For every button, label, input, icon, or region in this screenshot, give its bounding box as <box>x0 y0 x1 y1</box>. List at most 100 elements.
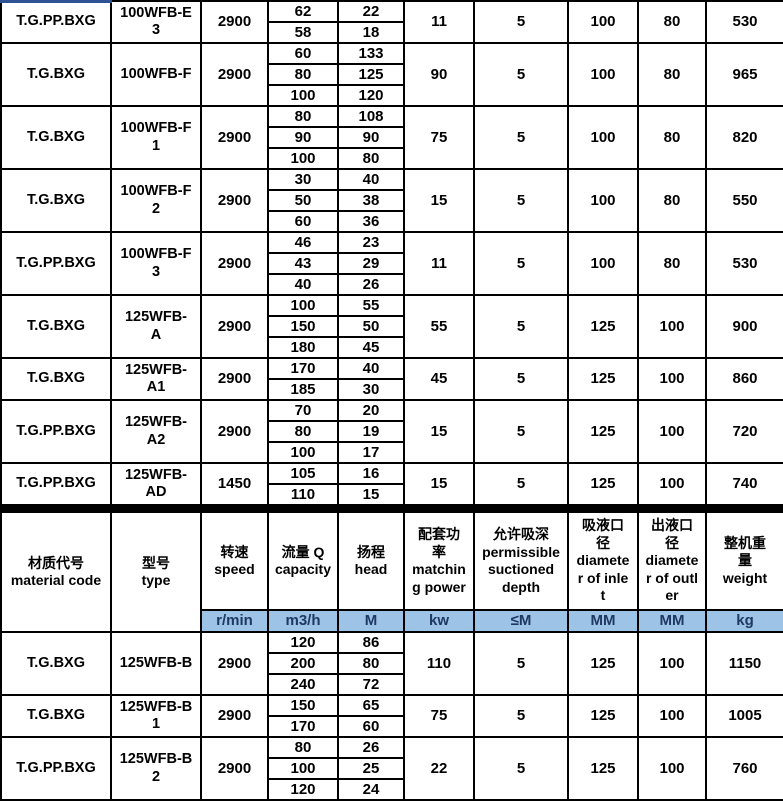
top-section-row: 43 29 <box>1 252 783 275</box>
outlet-diameter-cell: 80 <box>637 231 707 296</box>
flow-capacity-cell: 80 <box>267 105 339 128</box>
head-cell: 80 <box>337 147 405 170</box>
flow-capacity-cell: 100 <box>267 294 339 317</box>
suction-depth-cell: 5 <box>473 399 569 464</box>
top-section-row: 50 38 <box>1 189 783 212</box>
flow-capacity-cell: 58 <box>267 21 339 44</box>
material-code-cell: T.G.PP.BXG <box>0 0 112 44</box>
outlet-diameter-cell: 100 <box>637 694 707 738</box>
model-type-cell: 100WFB-F <box>110 42 202 107</box>
head-cell: 19 <box>337 420 405 443</box>
matching-power-cell: 45 <box>403 357 475 401</box>
head-cell: 30 <box>337 378 405 401</box>
weight-cell: 1005 <box>705 694 783 738</box>
material-code-cell: T.G.BXG <box>0 294 112 359</box>
material-code-cell: T.G.PP.BXG <box>0 399 112 464</box>
unit-label-cell: ≤M <box>473 609 569 633</box>
flow-capacity-cell: 62 <box>267 0 339 23</box>
bottom-section-row: 170 60 <box>1 715 783 738</box>
flow-capacity-cell: 40 <box>267 273 339 296</box>
outlet-diameter-cell: 100 <box>637 294 707 359</box>
material-code-cell: T.G.PP.BXG <box>0 736 112 801</box>
head-cell: 29 <box>337 252 405 275</box>
head-cell: 40 <box>337 357 405 380</box>
column-header-zh: 整机重 量 <box>724 534 766 569</box>
matching-power-cell: 75 <box>403 694 475 738</box>
top-section-row: 185 30 <box>1 378 783 401</box>
speed-cell: 2900 <box>200 631 269 696</box>
column-header-en: head <box>354 561 388 577</box>
flow-capacity-cell: 120 <box>267 778 339 801</box>
column-header-en: speed <box>214 561 255 577</box>
head-cell: 90 <box>337 126 405 149</box>
model-type-cell: 100WFB-F 2 <box>110 168 202 233</box>
head-cell: 18 <box>337 21 405 44</box>
suction-depth-cell: 5 <box>473 294 569 359</box>
material-code-cell: T.G.BXG <box>0 357 112 401</box>
flow-capacity-cell: 100 <box>267 84 339 107</box>
weight-cell: 820 <box>705 105 783 170</box>
weight-cell: 740 <box>705 462 783 506</box>
model-type-cell: 125WFB- A1 <box>110 357 202 401</box>
speed-cell: 2900 <box>200 294 269 359</box>
suction-depth-cell: 5 <box>473 736 569 801</box>
flow-capacity-cell: 30 <box>267 168 339 191</box>
head-cell: 24 <box>337 778 405 801</box>
suction-depth-cell: 5 <box>473 168 569 233</box>
flow-capacity-cell: 100 <box>267 441 339 464</box>
weight-cell: 965 <box>705 42 783 107</box>
outlet-diameter-cell: 100 <box>637 357 707 401</box>
material-code-cell: T.G.BXG <box>0 105 112 170</box>
outlet-diameter-cell: 100 <box>637 462 707 506</box>
inlet-diameter-cell: 100 <box>567 105 639 170</box>
weight-cell: 530 <box>705 0 783 44</box>
material-code-cell: T.G.BXG <box>0 694 112 738</box>
inlet-diameter-cell: 100 <box>567 42 639 107</box>
head-cell: 17 <box>337 441 405 464</box>
flow-capacity-cell: 60 <box>267 42 339 65</box>
speed-cell: 2900 <box>200 694 269 738</box>
unit-label-cell: kw <box>403 609 475 633</box>
outlet-diameter-cell: 100 <box>637 631 707 696</box>
speed-cell: 2900 <box>200 736 269 801</box>
top-section-row: 90 90 <box>1 126 783 149</box>
column-header: 配套功 率 matchin g power <box>403 511 475 611</box>
head-cell: 125 <box>337 63 405 86</box>
inlet-diameter-cell: 100 <box>567 168 639 233</box>
flow-capacity-cell: 170 <box>267 715 339 738</box>
top-section-row: 80 19 <box>1 420 783 443</box>
column-header: 材质代号 material code <box>0 511 112 633</box>
head-cell: 86 <box>337 631 405 654</box>
bottom-section-row: 240 72 <box>1 673 783 696</box>
model-type-cell: 125WFB- A2 <box>110 399 202 464</box>
flow-capacity-cell: 240 <box>267 673 339 696</box>
head-cell: 26 <box>337 736 405 759</box>
outlet-diameter-cell: 100 <box>637 736 707 801</box>
head-cell: 133 <box>337 42 405 65</box>
flow-capacity-cell: 60 <box>267 210 339 233</box>
unit-label-cell: MM <box>637 609 707 633</box>
column-header-zh: 型号 <box>142 554 170 571</box>
head-cell: 60 <box>337 715 405 738</box>
column-header: 出液口 径 diamete r of outl er <box>637 511 707 611</box>
section-divider <box>0 504 783 513</box>
model-type-cell: 125WFB- A <box>110 294 202 359</box>
weight-cell: 760 <box>705 736 783 801</box>
speed-cell: 2900 <box>200 168 269 233</box>
speed-cell: 2900 <box>200 42 269 107</box>
top-section-row: 180 45 <box>1 336 783 359</box>
column-header: 整机重 量 weight <box>705 511 783 611</box>
head-cell: 26 <box>337 273 405 296</box>
column-header-zh: 流量 Q <box>281 543 325 560</box>
speed-cell: 2900 <box>200 105 269 170</box>
head-cell: 23 <box>337 231 405 254</box>
head-cell: 45 <box>337 336 405 359</box>
matching-power-cell: 75 <box>403 105 475 170</box>
head-cell: 25 <box>337 757 405 780</box>
weight-cell: 550 <box>705 168 783 233</box>
matching-power-cell: 55 <box>403 294 475 359</box>
matching-power-cell: 15 <box>403 462 475 506</box>
flow-capacity-cell: 150 <box>267 694 339 717</box>
